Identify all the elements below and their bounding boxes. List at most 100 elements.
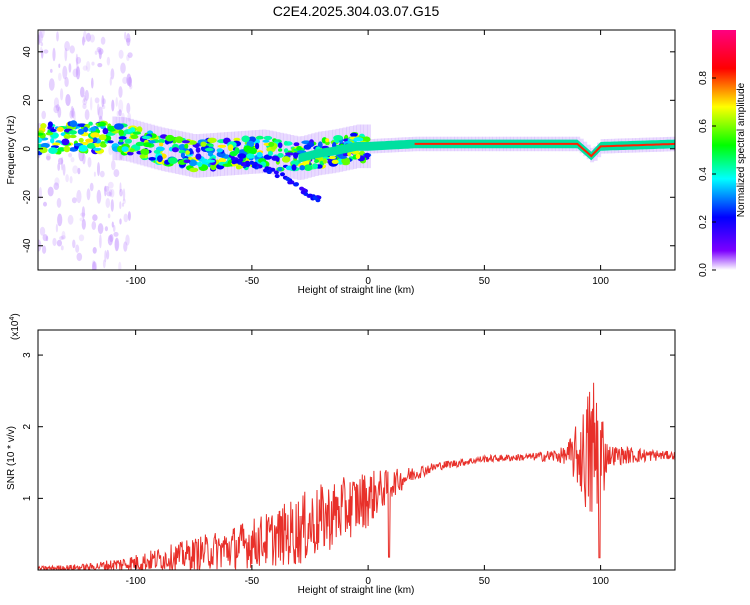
spectrogram-noise (86, 188, 91, 201)
snr-x-tick-label: -100 (126, 576, 146, 587)
spectrogram-noise (118, 99, 124, 113)
snr-y-tick-label: 3 (22, 352, 33, 358)
spectrogram-noise (107, 235, 113, 246)
spectrogram-blob (86, 142, 97, 149)
spectrogram-blob (241, 135, 250, 143)
spectrogram-frame (37, 29, 676, 271)
spectrogram-blob (256, 151, 263, 158)
spectrogram-noise (123, 213, 129, 223)
spectrogram-noise (82, 36, 85, 46)
spectrogram-noise (97, 223, 104, 235)
spectrogram-noise (78, 234, 85, 242)
spectrogram-noise (84, 109, 90, 121)
spectrogram-noise (41, 110, 46, 120)
spectrogram-branch (300, 190, 306, 195)
spectrogram-blob (285, 165, 294, 171)
spectrogram-noise (57, 213, 63, 227)
snr-series (38, 382, 675, 570)
spectrogram-blob (38, 137, 42, 144)
spectrogram-noise (62, 163, 66, 176)
spectrogram-noise (126, 102, 131, 114)
spectrogram-noise (80, 212, 86, 217)
snr-y-multiplier-exp: 4 (9, 317, 16, 321)
spectrogram-noise (45, 153, 51, 161)
spectrogram-noise (94, 97, 100, 104)
spectrogram-blob (98, 134, 107, 141)
spectrogram-blob (218, 158, 226, 163)
spectrogram-blob (183, 159, 191, 164)
spectrogram-branch (238, 158, 244, 163)
spectrogram-noise (58, 157, 64, 165)
spectrogram-noise (40, 42, 44, 47)
spectrogram-branch (266, 170, 272, 174)
svg-text:(x104): (x104) (9, 313, 21, 340)
spectrogram-blob (130, 134, 139, 139)
spectrogram-noise (121, 202, 125, 207)
spectrogram-halo (115, 116, 120, 161)
spectrogram-noise (57, 162, 61, 171)
spectrogram-noise (76, 61, 79, 75)
snr-y-multiplier-base: (x10 (10, 320, 21, 340)
spectrogram-noise (42, 234, 48, 242)
spectrogram-blob (143, 142, 152, 148)
spectrogram-noise (127, 52, 133, 58)
spectrogram-noise (115, 97, 118, 107)
spectrogram-blob (333, 135, 344, 141)
spectrogram-blob (195, 147, 201, 153)
spectrogram-blob (303, 164, 313, 171)
spectrogram-blob (364, 152, 371, 159)
spectrogram-noise (119, 201, 122, 210)
spectrogram-noise (46, 155, 51, 160)
spectrogram-blob (197, 161, 203, 168)
spectrogram-noise (75, 244, 80, 253)
spectrogram-noise (39, 226, 46, 236)
spectrogram-blob (246, 153, 255, 159)
spectrogram-noise (69, 176, 73, 184)
spectrogram-noise (97, 103, 100, 116)
spectrogram-blob (47, 121, 53, 128)
spectrogram-blob (168, 157, 178, 165)
spectrogram-blob (322, 158, 327, 164)
spectrogram-noise (111, 221, 114, 228)
spectrogram-blob (175, 136, 184, 144)
spectrogram-noise (39, 30, 45, 39)
spectrogram-halo (272, 131, 277, 175)
spectrogram-blob (325, 138, 330, 143)
spectrogram-blob (204, 147, 214, 152)
spectrogram-noise (64, 41, 70, 52)
spectrogram-blob (255, 142, 260, 150)
spectrogram-noise (55, 104, 60, 112)
spectrogram-noise (105, 198, 111, 208)
spectrogram-noise (121, 112, 125, 124)
spectrogram-noise (86, 32, 91, 42)
snr-frame (37, 329, 676, 571)
spectrogram-blob (255, 135, 264, 140)
spectrogram-noise (92, 261, 97, 270)
spectrogram-blob (118, 129, 124, 136)
spectrogram-noise (96, 189, 102, 204)
spectrogram-noise (60, 88, 64, 101)
spectrogram-noise (67, 214, 74, 225)
spectrogram-noise (126, 77, 132, 85)
spectrogram-noise (97, 63, 103, 68)
spectrogram-branch (299, 186, 305, 191)
spectrogram-noise (57, 106, 62, 118)
spectrogram-y-tick-label: 20 (22, 94, 33, 106)
colorbar-ticks: 0.0 0.2 0.4 0.6 0.8 (698, 71, 716, 277)
spectrogram-blob (63, 145, 71, 153)
spectrogram-blob (303, 144, 312, 150)
spectrogram-blob (285, 152, 294, 156)
spectrogram-noise (38, 31, 43, 44)
spectrogram-blob (233, 137, 241, 142)
spectrogram-noise (42, 245, 47, 254)
spectrogram-noise (54, 177, 60, 186)
spectrogram-blob (83, 126, 89, 133)
spectrogram-blob (341, 157, 351, 165)
spectrogram-blob (235, 165, 242, 170)
spectrogram-y-tick-label: 0 (22, 146, 33, 152)
spectrogram-noise (40, 46, 43, 54)
spectrogram-blob (117, 145, 124, 153)
spectrogram-noise (125, 38, 131, 43)
spectrogram-noise (43, 201, 47, 207)
spectrogram-noise (81, 218, 86, 230)
